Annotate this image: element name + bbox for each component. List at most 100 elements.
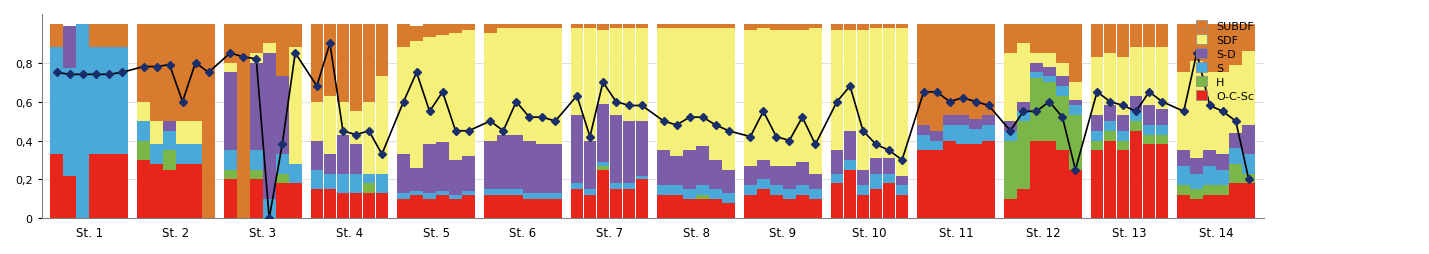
- Bar: [709, 189, 722, 199]
- Bar: [1229, 184, 1242, 218]
- Bar: [462, 156, 474, 191]
- Bar: [917, 151, 930, 218]
- Bar: [276, 184, 289, 218]
- Bar: [250, 180, 263, 218]
- Bar: [1116, 116, 1129, 131]
- Bar: [1043, 141, 1056, 218]
- Bar: [263, 54, 276, 199]
- Bar: [90, 25, 103, 48]
- Bar: [796, 162, 809, 185]
- Bar: [549, 199, 562, 218]
- Bar: [310, 25, 323, 102]
- Bar: [63, 27, 76, 69]
- Bar: [969, 120, 982, 129]
- Bar: [596, 30, 609, 104]
- Bar: [1005, 141, 1017, 199]
- Bar: [696, 147, 709, 185]
- Bar: [484, 195, 497, 218]
- Bar: [1229, 65, 1242, 133]
- Bar: [1190, 61, 1203, 158]
- Bar: [363, 174, 376, 184]
- Bar: [1130, 48, 1142, 96]
- Bar: [896, 185, 909, 195]
- Bar: [596, 25, 609, 30]
- Bar: [657, 195, 670, 218]
- Bar: [137, 122, 150, 141]
- Bar: [224, 25, 237, 64]
- Bar: [1103, 106, 1116, 122]
- Bar: [1116, 58, 1129, 116]
- Bar: [436, 36, 449, 143]
- Bar: [336, 25, 349, 102]
- Bar: [696, 25, 709, 28]
- Bar: [1103, 25, 1116, 54]
- Bar: [163, 170, 176, 218]
- Bar: [883, 25, 896, 28]
- Bar: [336, 174, 349, 193]
- Bar: [783, 166, 796, 189]
- Bar: [722, 28, 735, 170]
- Bar: [350, 174, 363, 193]
- Bar: [436, 25, 449, 36]
- Bar: [224, 180, 237, 218]
- Bar: [350, 112, 363, 145]
- Bar: [709, 25, 722, 28]
- Bar: [1069, 106, 1082, 116]
- Bar: [1030, 79, 1043, 141]
- Bar: [410, 168, 423, 191]
- Bar: [917, 25, 930, 125]
- Bar: [1177, 185, 1190, 195]
- Bar: [1216, 73, 1229, 154]
- Bar: [497, 25, 510, 28]
- Bar: [323, 174, 336, 189]
- Bar: [484, 25, 497, 34]
- Bar: [1116, 151, 1129, 218]
- Bar: [943, 141, 956, 218]
- Bar: [50, 154, 63, 218]
- Bar: [397, 154, 410, 193]
- Bar: [969, 145, 982, 218]
- Bar: [1069, 116, 1082, 170]
- Bar: [1130, 96, 1142, 112]
- Bar: [956, 116, 969, 125]
- Bar: [722, 170, 735, 193]
- Bar: [1030, 64, 1043, 73]
- Bar: [137, 141, 150, 160]
- Bar: [237, 25, 250, 218]
- Bar: [310, 102, 323, 141]
- Bar: [363, 25, 376, 102]
- Bar: [350, 193, 363, 218]
- Bar: [1103, 122, 1116, 131]
- Bar: [1156, 48, 1169, 110]
- Bar: [163, 131, 176, 151]
- Bar: [809, 25, 822, 28]
- Bar: [523, 28, 536, 141]
- Bar: [397, 193, 410, 199]
- Bar: [783, 189, 796, 199]
- Bar: [1030, 141, 1043, 218]
- Bar: [896, 176, 909, 185]
- Bar: [583, 141, 596, 189]
- Bar: [363, 193, 376, 218]
- Bar: [250, 151, 263, 170]
- Bar: [397, 25, 410, 48]
- Bar: [323, 154, 336, 174]
- Bar: [1177, 25, 1190, 73]
- Bar: [1177, 166, 1190, 185]
- Bar: [917, 125, 930, 135]
- Bar: [636, 180, 649, 218]
- Bar: [1043, 77, 1056, 83]
- Bar: [449, 160, 462, 195]
- Bar: [484, 189, 497, 195]
- Bar: [870, 25, 882, 28]
- Bar: [1056, 77, 1069, 87]
- Bar: [523, 25, 536, 28]
- Bar: [1156, 135, 1169, 145]
- Bar: [943, 116, 956, 125]
- Bar: [969, 25, 982, 120]
- Bar: [423, 38, 436, 145]
- Bar: [1005, 131, 1017, 141]
- Bar: [536, 145, 549, 193]
- Bar: [250, 54, 263, 64]
- Bar: [1130, 25, 1142, 48]
